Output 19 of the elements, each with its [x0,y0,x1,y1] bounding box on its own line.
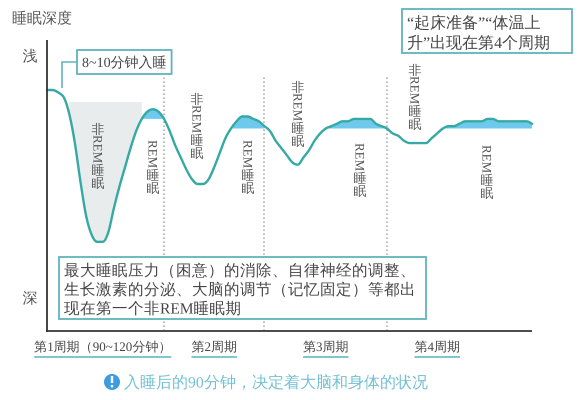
text: “起床准备”“体温上升”出现在第4个周期 [407,14,550,52]
text: 浅 [22,48,38,65]
text: 入睡后的90分钟，决定着大脑和身体的状况 [124,374,428,392]
annotation: 非REM睡眠 [408,62,423,132]
x-tick-label: 第2周期 [191,339,237,354]
annotation: 非REM睡眠 [90,121,106,191]
annotation: REM睡眠 [352,143,368,199]
annotation: REM睡眠 [480,145,495,201]
text: 深 [22,290,38,307]
annotation: 非REM睡眠 [190,91,205,161]
annotation: 最大睡眠压力（困意）的消除、自律神经的调整、生长激素的分泌、大脑的调节（记忆固定）等都出现在第一个非REM睡眠期 [64,262,416,318]
x-tick-label: 第4周期 [414,339,460,354]
text: 8~10分钟入睡 [82,55,167,71]
annotation: REM睡眠 [240,140,256,196]
x-tick-label: 第1周期（90~120分钟） [34,339,172,354]
x-tick-label: 第3周期 [302,339,348,354]
y-axis-title: 睡眠深度 [12,10,72,27]
annotation: 非REM睡眠 [290,79,306,149]
annotation: REM睡眠 [146,140,161,196]
